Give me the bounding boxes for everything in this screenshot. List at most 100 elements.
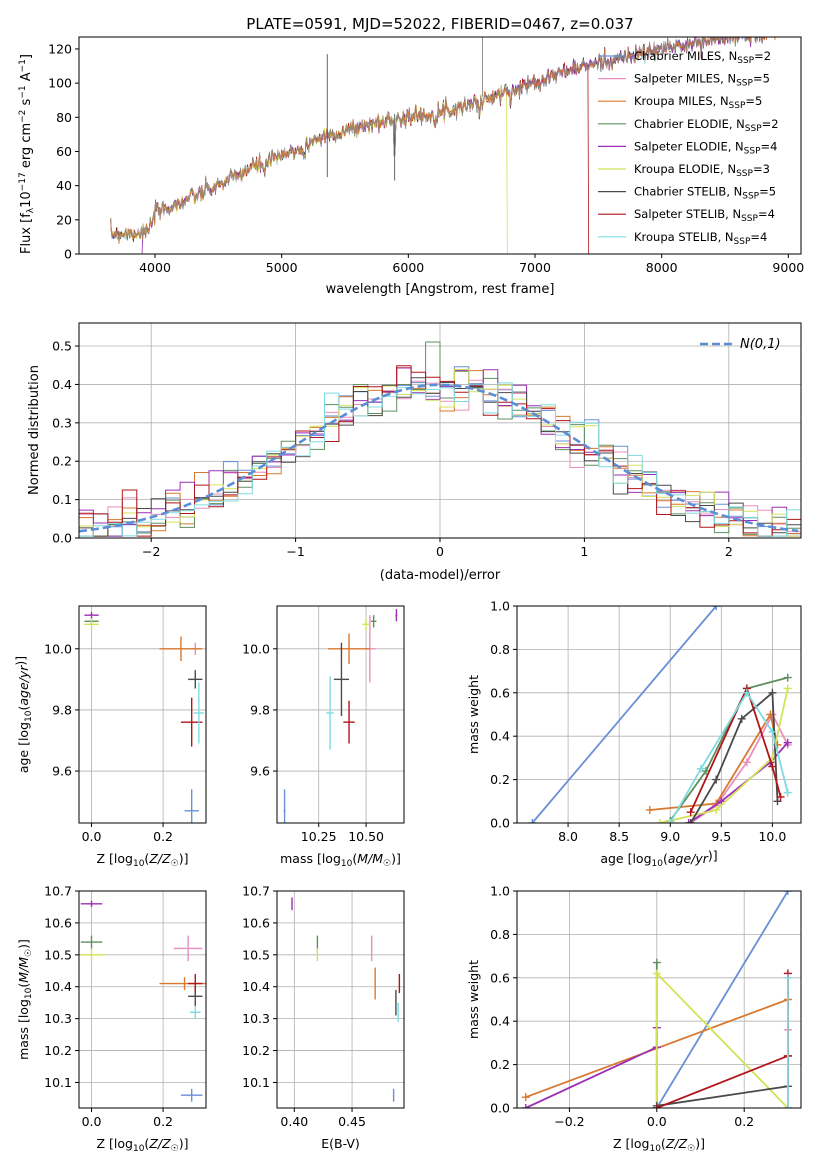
weight-series-5 [656, 684, 792, 823]
y-axis-label: mass weight [466, 960, 481, 1039]
y-axis-label: mass [log10(M/M☉)] [16, 939, 34, 1060]
error-point-series-8 [189, 1005, 201, 1019]
legend-entry-normal: N(0,1) [740, 337, 781, 352]
weight-marker [696, 764, 705, 773]
weight-marker [652, 1104, 661, 1108]
error-point-series-3 [80, 935, 103, 949]
weight-line [669, 676, 788, 822]
weight-marker [768, 762, 777, 771]
spectrum-line-series-5 [110, 85, 508, 254]
y-tick-label: 0.4 [490, 729, 510, 744]
weight-marker [783, 891, 792, 895]
weight-marker [773, 797, 782, 806]
y-tick-label: 1.0 [490, 599, 510, 614]
y-tick-label: 0.0 [52, 531, 72, 546]
x-tick-label: 0 [436, 544, 444, 559]
x-tick-label: 0.0 [82, 829, 102, 844]
x-tick-label: −0.2 [554, 1114, 584, 1129]
weight-marker [652, 969, 661, 978]
chart-age-vs-mass: 10.25 10.50 9.6 9.8 10.0 mass [log10(M/M☉)] [242, 605, 405, 869]
error-point-series-5 [84, 618, 99, 631]
y-tick-label: 0 [64, 247, 72, 262]
legend-entry-5: Kroupa ELODIE, NSSP=3 [634, 162, 770, 179]
weight-marker [528, 819, 537, 823]
x-tick-label: 8000 [646, 260, 678, 275]
weight-series-0 [652, 891, 792, 1108]
chart-weight-vs-age: 8.0 8.5 9.0 9.5 10.0 0.0 0.2 0.4 0.6 0.8 1.0 age [l… [466, 599, 802, 869]
y-tick-label: 9.8 [52, 702, 72, 717]
y-tick-label: 10.2 [44, 1043, 72, 1058]
x-tick-label: 10.0 [758, 829, 786, 844]
x-tick-label: 0.45 [338, 1114, 366, 1129]
error-point-series-5 [79, 948, 106, 962]
axes-frame [78, 605, 207, 824]
axes-frame [78, 36, 802, 255]
chart-weight-vs-z: −0.2 0.0 0.2 0.0 0.2 0.4 0.6 0.8 1.0 Z [log10(Z/Z… [466, 884, 802, 1154]
histogram-series-8 [79, 382, 801, 537]
error-point-series-4 [395, 609, 398, 622]
x-tick-label: 9.5 [711, 829, 731, 844]
plot-area [79, 606, 206, 823]
weight-marker [783, 1104, 792, 1108]
y-tick-label: 0.3 [52, 415, 72, 430]
weight-marker [783, 788, 792, 797]
x-tick-label: 0.2 [734, 1114, 754, 1129]
error-point-series-3 [370, 615, 377, 628]
chart-residuals: −2 −1 0 1 2 0.0 0.1 0.2 0.3 0.4 0.5 N(0,1) (data-mod… [27, 322, 802, 583]
legend-entry-4: Salpeter ELODIE, NSSP=4 [634, 139, 777, 156]
chart-age-vs-z: 0.0 0.2 9.6 9.8 10.0 Z [log10(Z/Z☉)] age [log1… [13, 605, 207, 869]
plot-area [517, 606, 801, 823]
y-tick-label: 10.6 [242, 915, 270, 930]
weight-marker [712, 775, 721, 784]
grid [79, 606, 206, 823]
y-tick-label: 40 [56, 178, 72, 193]
error-point-series-4 [84, 612, 99, 619]
y-tick-label: 0.2 [490, 1057, 510, 1072]
y-tick-label: 10.7 [242, 884, 270, 899]
x-tick-label: 6000 [392, 260, 424, 275]
error-point-series-4 [80, 900, 103, 907]
weight-marker [521, 1093, 530, 1102]
y-tick-label: 0.1 [52, 492, 72, 507]
error-point-series-8 [326, 676, 334, 750]
axes-frame [78, 890, 207, 1109]
weight-marker [656, 819, 665, 823]
grid [277, 606, 404, 823]
plot-area [517, 891, 801, 1108]
x-tick-label: 1 [580, 544, 588, 559]
y-tick-label: 10.0 [44, 641, 72, 656]
x-tick-label: 9000 [772, 260, 804, 275]
y-tick-label: 10.3 [44, 1011, 72, 1026]
x-axis-label: E(B-V) [321, 1136, 360, 1151]
legend-entry-3: Chabrier ELODIE, NSSP=2 [634, 117, 779, 134]
plot-area [79, 891, 206, 1108]
legend-entry-7: Salpeter STELIB, NSSP=4 [634, 207, 775, 224]
y-tick-label: 10.5 [44, 947, 72, 962]
x-axis-label: (data-model)/error [380, 568, 501, 583]
weight-series-0 [528, 606, 721, 823]
error-point-series-2 [159, 636, 203, 662]
x-axis-label: Z [log10(Z/Z☉)] [613, 1136, 705, 1154]
y-tick-label: 10.1 [44, 1075, 72, 1090]
observed-spectrum [110, 37, 767, 241]
weight-series-5 [652, 969, 792, 1108]
weight-marker [686, 819, 695, 823]
y-axis-label: Flux [fλ10−17 erg cm−2 s−1 A−1] [18, 54, 36, 254]
chart-mass-vs-z: 0.0 0.2 10.1 10.2 10.3 10.4 10.5 10.6 10.7 Z [log… [16, 884, 207, 1154]
error-point-series-7 [343, 700, 355, 744]
error-point-series-5 [362, 618, 370, 631]
weight-marker [768, 727, 777, 736]
weight-line [525, 1027, 658, 1108]
y-tick-label: 120 [48, 41, 72, 56]
y-tick-label: 20 [56, 212, 72, 227]
plot-area [110, 37, 776, 254]
x-axis-label: Z [log10(Z/Z☉)] [97, 851, 189, 869]
error-point-series-6 [333, 642, 350, 717]
weight-line [659, 688, 789, 823]
x-axis-label: wavelength [Angstrom, rest frame] [326, 282, 555, 297]
y-tick-label: 10.3 [242, 1011, 270, 1026]
chart-mass-vs-ebv: 0.40 0.45 10.1 10.2 10.3 10.4 10.5 10.6 10.7 E(B-… [242, 884, 405, 1151]
x-tick-label: 4000 [139, 260, 171, 275]
x-axis-label: age [log10(age/yr)] [600, 848, 717, 869]
